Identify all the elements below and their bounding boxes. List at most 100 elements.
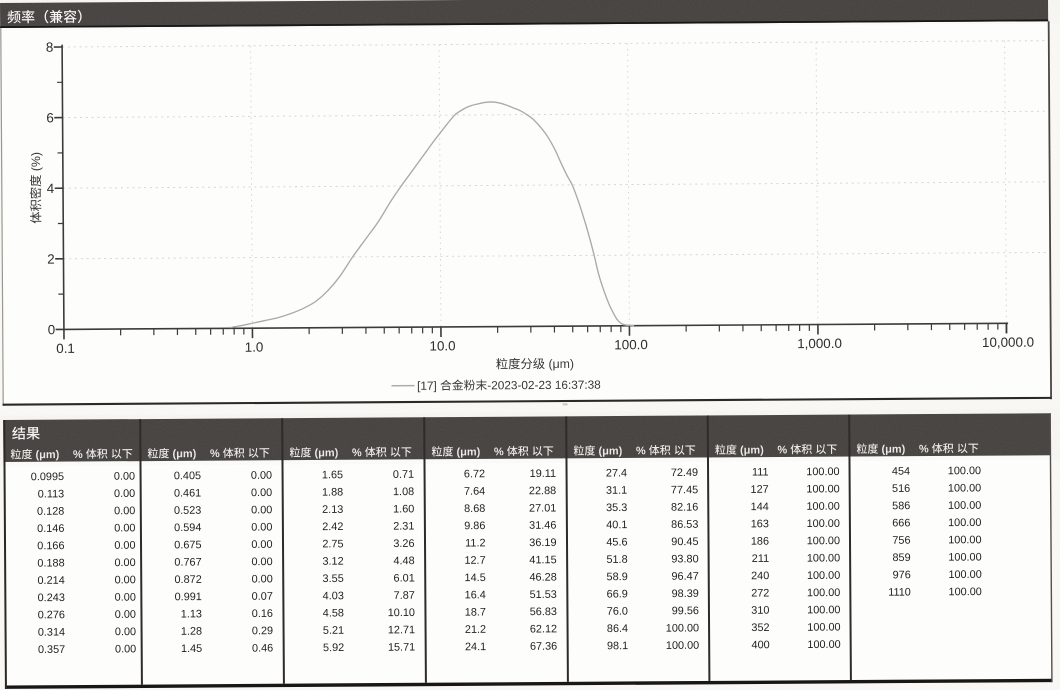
svg-text:100.00: 100.00 [807,535,840,547]
svg-text:0.523: 0.523 [174,505,201,517]
svg-text:0.1: 0.1 [56,341,75,356]
svg-text:100.00: 100.00 [666,622,699,634]
svg-text:96.47: 96.47 [671,571,698,583]
svg-text:1.28: 1.28 [181,626,202,638]
svg-text:67.36: 67.36 [530,641,557,653]
svg-text:100.00: 100.00 [807,621,840,633]
svg-text:12.71: 12.71 [388,624,415,636]
svg-text:0.00: 0.00 [114,522,135,534]
svg-text:100.00: 100.00 [807,604,840,616]
svg-text:100.00: 100.00 [666,640,699,652]
svg-text:27.4: 27.4 [606,467,627,479]
svg-text:46.28: 46.28 [529,572,556,584]
svg-text:99.56: 99.56 [672,605,699,617]
svg-text:3.12: 3.12 [322,556,343,568]
svg-text:0.07: 0.07 [252,591,273,603]
svg-text:40.1: 40.1 [606,519,627,531]
svg-text:100.00: 100.00 [948,482,981,494]
svg-text:2.13: 2.13 [322,504,343,516]
svg-text:6.72: 6.72 [464,468,485,480]
svg-text:58.9: 58.9 [606,571,627,583]
svg-text:1.13: 1.13 [181,608,202,620]
svg-text:19.11: 19.11 [530,468,557,480]
svg-text:8.68: 8.68 [464,503,485,515]
svg-text:15.71: 15.71 [388,642,415,654]
svg-text:12.7: 12.7 [464,555,485,567]
svg-text:0.46: 0.46 [252,642,273,654]
svg-text:400: 400 [751,639,769,651]
svg-text:24.1: 24.1 [465,641,486,653]
svg-text:31.1: 31.1 [606,485,627,497]
svg-text:41.15: 41.15 [529,554,556,566]
svg-text:0.00: 0.00 [252,573,273,585]
svg-text:100.00: 100.00 [807,518,840,530]
svg-text:0.214: 0.214 [37,575,64,587]
svg-text:211: 211 [752,553,769,565]
svg-text:100.00: 100.00 [948,551,981,563]
svg-text:0.00: 0.00 [115,626,136,638]
svg-text:0.594: 0.594 [174,522,201,534]
svg-text:0.00: 0.00 [114,505,135,517]
svg-text:72.49: 72.49 [671,467,698,479]
svg-text:66.9: 66.9 [607,588,628,600]
svg-text:14.5: 14.5 [465,572,486,584]
svg-text:100.00: 100.00 [948,465,981,477]
svg-text:0.276: 0.276 [38,609,65,621]
svg-text:76.0: 76.0 [607,606,628,618]
svg-text:4.48: 4.48 [393,555,414,567]
svg-text:1.60: 1.60 [393,503,414,515]
svg-text:0.461: 0.461 [174,487,201,499]
svg-text:0.405: 0.405 [174,470,201,482]
svg-text:0.0995: 0.0995 [31,471,64,483]
svg-text:7.87: 7.87 [394,590,415,602]
svg-text:2.42: 2.42 [322,521,343,533]
svg-text:2: 2 [47,252,55,267]
svg-text:5.92: 5.92 [323,642,344,654]
svg-text:1.0: 1.0 [245,340,264,355]
svg-text:0.00: 0.00 [251,521,272,533]
svg-text:0.00: 0.00 [251,470,272,482]
svg-text:10.0: 10.0 [429,338,455,353]
svg-text:100.00: 100.00 [807,587,840,599]
svg-text:100.00: 100.00 [807,552,840,564]
svg-text:56.83: 56.83 [530,606,557,618]
svg-text:3.55: 3.55 [323,573,344,585]
svg-text:27.01: 27.01 [529,502,556,514]
svg-text:0.188: 0.188 [37,557,64,569]
svg-text:18.7: 18.7 [465,606,486,618]
svg-text:1.65: 1.65 [322,469,343,481]
svg-text:8: 8 [46,40,54,55]
svg-text:0.767: 0.767 [174,557,201,569]
svg-text:86.4: 86.4 [607,623,628,635]
svg-text:0.872: 0.872 [174,574,201,586]
svg-text:310: 310 [751,605,769,617]
svg-text:1.45: 1.45 [181,643,202,655]
svg-text:98.1: 98.1 [607,640,628,652]
svg-text:4.58: 4.58 [323,607,344,619]
svg-text:976: 976 [893,569,911,581]
svg-text:98.39: 98.39 [672,588,699,600]
svg-text:186: 186 [751,536,769,548]
svg-text:100.0: 100.0 [614,337,648,352]
svg-text:93.80: 93.80 [671,553,698,565]
svg-text:0.128: 0.128 [37,506,64,518]
svg-text:86.53: 86.53 [671,519,698,531]
svg-text:0.00: 0.00 [114,488,135,500]
svg-text:2.75: 2.75 [322,538,343,550]
svg-text:0.314: 0.314 [38,626,65,638]
svg-text:6: 6 [46,110,54,125]
svg-text:0.00: 0.00 [114,557,135,569]
svg-text:10,000.0: 10,000.0 [982,335,1034,350]
svg-text:51.53: 51.53 [530,589,557,601]
svg-text:0.00: 0.00 [114,540,135,552]
svg-text:100.00: 100.00 [807,570,840,582]
svg-text:0.71: 0.71 [393,469,414,481]
svg-text:756: 756 [892,535,910,547]
svg-text:100.00: 100.00 [948,569,981,581]
svg-text:127: 127 [750,484,768,496]
svg-text:0.166: 0.166 [37,540,64,552]
svg-text:82.16: 82.16 [671,502,698,514]
svg-text:454: 454 [892,466,910,478]
svg-text:586: 586 [892,500,910,512]
svg-text:35.3: 35.3 [606,502,627,514]
